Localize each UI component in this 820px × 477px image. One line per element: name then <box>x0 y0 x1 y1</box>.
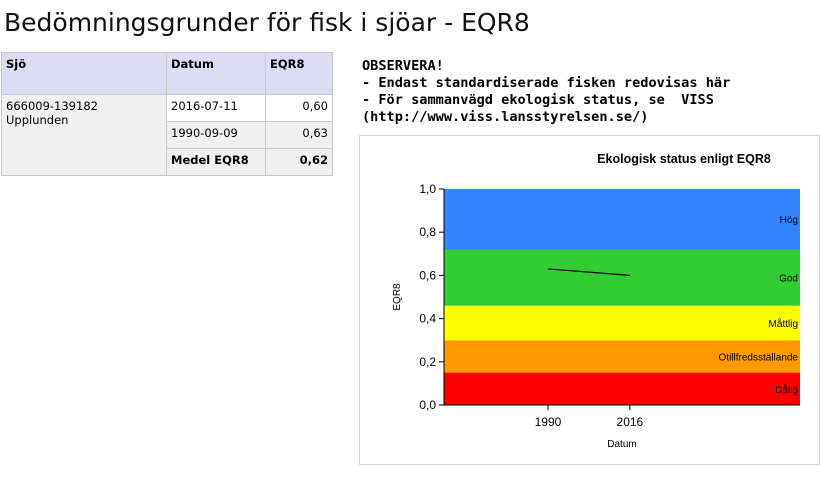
status-band-hög <box>444 189 800 250</box>
y-axis-label: EQR8 <box>392 283 403 311</box>
y-tick-label: 0,0 <box>419 398 436 412</box>
mean-label-cell: Medel EQR8 <box>166 148 266 176</box>
y-tick-label: 0,6 <box>419 268 436 282</box>
page-title: Bedömningsgrunder för fisk i sjöar - EQR… <box>4 8 530 37</box>
y-tick-label: 0,4 <box>419 312 436 326</box>
notice-line-link[interactable]: (http://www.viss.lansstyrelsen.se/) <box>362 109 649 125</box>
series-line <box>547 268 630 276</box>
notice-line: - För sammanvägd ekologisk status, se VI… <box>362 92 714 108</box>
band-label: God <box>779 274 798 285</box>
eqr-table: Sjö Datum EQR8 666009-139182 Upplunden 2… <box>1 52 333 176</box>
mean-value-cell: 0,62 <box>265 148 333 176</box>
table-row-mean: Medel EQR8 0,62 <box>2 148 333 176</box>
chart-container: Ekologisk status enligt EQR8 Dålig Otillfr… <box>359 135 820 465</box>
band-label: Otillfredsställande <box>719 352 799 363</box>
table-header-row: Sjö Datum EQR8 <box>1 52 333 95</box>
date-cell: 1990-09-09 <box>166 121 266 149</box>
status-band-otillfredsställande <box>444 340 800 373</box>
band-label: Måttlig <box>769 318 798 330</box>
notice-line: - Endast standardiserade fisken redovisa… <box>362 75 731 91</box>
observera-notice: OBSERVERA! - Endast standardiserade fiske… <box>362 58 730 126</box>
y-tick-label: 0,2 <box>419 355 436 369</box>
notice-heading: OBSERVERA! <box>362 58 444 74</box>
y-tick-label: 1,0 <box>419 182 436 196</box>
lake-name-cell: 666009-139182 Upplunden <box>1 94 167 176</box>
band-label: Dålig <box>775 384 798 396</box>
eqr-value-cell: 0,63 <box>265 121 333 149</box>
date-cell: 2016-07-11 <box>166 94 266 122</box>
status-band-god <box>444 249 800 306</box>
table-row: 1990-09-09 0,63 <box>2 121 333 149</box>
y-tick-label: 0,8 <box>419 225 436 239</box>
table-row: 666009-139182 Upplunden 2016-07-11 0,60 <box>1 94 333 176</box>
header-datum: Datum <box>166 52 266 95</box>
eqr8-status-chart: Ekologisk status enligt EQR8 Dålig Otillfr… <box>392 152 800 450</box>
eqr-value-cell: 0,60 <box>265 94 333 122</box>
x-tick-label: 1990 <box>535 415 562 429</box>
header-sjo: Sjö <box>1 52 167 95</box>
chart-title: Ekologisk status enligt EQR8 <box>597 152 771 166</box>
x-axis-label: Datum <box>607 439 636 450</box>
status-band-dålig <box>444 372 800 405</box>
header-eqr8: EQR8 <box>265 52 333 95</box>
x-tick-label: 2016 <box>617 415 644 429</box>
band-label: Hög <box>780 215 798 226</box>
status-band-måttlig <box>444 305 800 341</box>
